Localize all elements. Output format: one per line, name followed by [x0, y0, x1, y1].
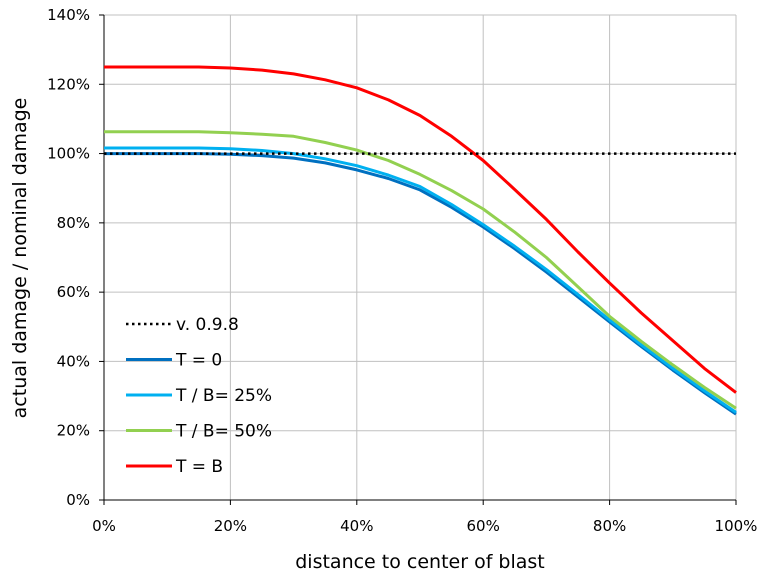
- series-line-t-b-50: [104, 130, 737, 410]
- legend-label: T / B= 50%: [175, 422, 272, 442]
- legend: v. 0.9.8 T = 0 T / B= 25% T / B= 50% T = B: [126, 315, 272, 477]
- x-tick-label: 100%: [715, 517, 758, 535]
- y-tick-label: 80%: [57, 214, 90, 232]
- y-tick-label: 120%: [47, 75, 90, 93]
- x-axis-label: distance to center of blast: [295, 551, 545, 573]
- y-tick-label: 100%: [47, 145, 90, 163]
- x-tick-label: 20%: [214, 517, 247, 535]
- series-line-t-b-25: [104, 146, 737, 414]
- x-tick-label: 80%: [593, 517, 626, 535]
- y-axis-label: actual damage / nominal damage: [9, 98, 31, 419]
- legend-label: T / B= 25%: [175, 386, 272, 406]
- gridlines: [104, 14, 737, 500]
- y-tick-label: 140%: [47, 6, 90, 24]
- x-tick-label: 40%: [340, 517, 373, 535]
- y-tick-label: 40%: [57, 352, 90, 370]
- legend-label: T = B: [175, 457, 223, 477]
- x-tick-label: 0%: [92, 517, 116, 535]
- x-tick-label: 60%: [467, 517, 500, 535]
- axes: [99, 14, 737, 505]
- series-line-t-0: [104, 152, 737, 416]
- tick-labels: 0% 20% 40% 60% 80% 100% 0% 20% 40% 60% 80% 100% 120%…: [47, 6, 757, 535]
- series-lines: [104, 65, 737, 416]
- legend-label: T = 0: [175, 351, 222, 371]
- y-tick-label: 60%: [57, 283, 90, 301]
- y-tick-label: 0%: [66, 491, 90, 509]
- series-line-t-b: [104, 65, 737, 394]
- y-tick-label: 20%: [57, 422, 90, 440]
- legend-label: v. 0.9.8: [176, 315, 239, 335]
